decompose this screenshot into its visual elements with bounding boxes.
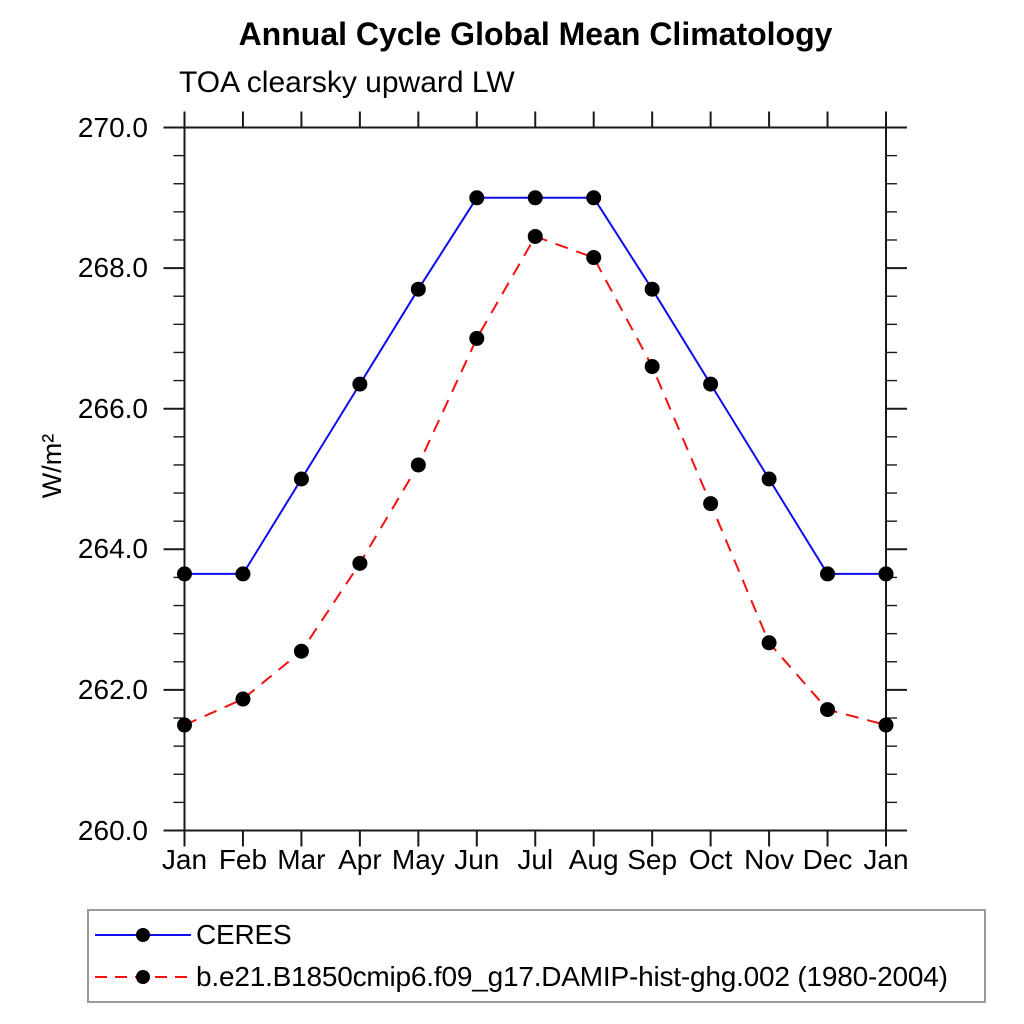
x-tick-label: Jun (454, 844, 500, 875)
data-point-marker (703, 496, 719, 512)
data-point-marker (410, 281, 426, 297)
y-tick-label: 260.0 (77, 814, 148, 846)
data-point-marker (878, 566, 894, 582)
legend-label: CERES (196, 918, 292, 950)
x-tick-label: Jan (161, 844, 208, 875)
x-tick-label: Mar (277, 844, 326, 875)
data-point-marker (352, 376, 368, 392)
y-tick-label: 268.0 (77, 252, 148, 284)
data-point-marker (878, 717, 894, 733)
data-point-marker (586, 250, 602, 266)
x-tick-label: Feb (218, 844, 268, 875)
data-point-marker (352, 555, 368, 571)
data-point-marker (235, 691, 251, 707)
x-tick-label: Oct (688, 844, 733, 875)
data-point-marker (177, 717, 192, 733)
y-tick-label: 266.0 (77, 392, 148, 424)
y-tick-label: 270.0 (77, 111, 148, 143)
data-point-marker (820, 566, 836, 582)
data-point-marker (586, 190, 602, 206)
data-point-marker (644, 359, 660, 375)
data-point-marker (293, 471, 309, 487)
data-point-marker (644, 281, 660, 297)
y-tick-label: 264.0 (77, 533, 148, 565)
data-point-marker (177, 566, 192, 582)
x-tick-label: Jan (863, 844, 909, 875)
x-tick-label: Aug (568, 844, 619, 875)
chart-title: Annual Cycle Global Mean Climatology (238, 16, 833, 52)
data-point-marker (527, 190, 543, 206)
x-tick-label: Jul (517, 844, 554, 875)
data-point-marker (761, 635, 777, 651)
data-point-marker (469, 330, 485, 346)
series-line-model (184, 235, 887, 727)
legend-label: b.e21.B1850cmip6.f09_g17.DAMIP-hist-ghg.… (196, 961, 948, 993)
series-line-ceres (184, 196, 886, 575)
legend-line-sample (95, 927, 191, 942)
x-tick-label: Dec (802, 844, 853, 875)
x-tick-label: Apr (338, 844, 382, 875)
legend-line-sample (95, 970, 191, 985)
data-point-marker (820, 702, 836, 718)
x-tick-label: Nov (744, 844, 794, 875)
chart-subtitle: TOA clearsky upward LW (179, 66, 515, 99)
y-tick-label: 262.0 (77, 673, 148, 705)
legend: CERES b.e21.B1850cmip6.f09_g17.DAMIP-hist… (87, 909, 986, 1003)
data-point-marker (761, 471, 777, 487)
data-point-marker (293, 643, 309, 659)
data-point-marker (527, 228, 543, 244)
x-tick-label: Sep (627, 844, 678, 875)
legend-item: b.e21.B1850cmip6.f09_g17.DAMIP-hist-ghg.… (93, 958, 984, 996)
legend-marker-icon (136, 927, 150, 942)
data-point-marker (235, 566, 251, 582)
plot-frame (183, 126, 887, 832)
data-point-marker (469, 190, 485, 206)
data-point-marker (703, 376, 719, 392)
legend-item: CERES (93, 916, 984, 954)
legend-marker-icon (136, 970, 150, 985)
data-point-marker (410, 457, 426, 473)
x-tick-label: May (391, 844, 445, 875)
